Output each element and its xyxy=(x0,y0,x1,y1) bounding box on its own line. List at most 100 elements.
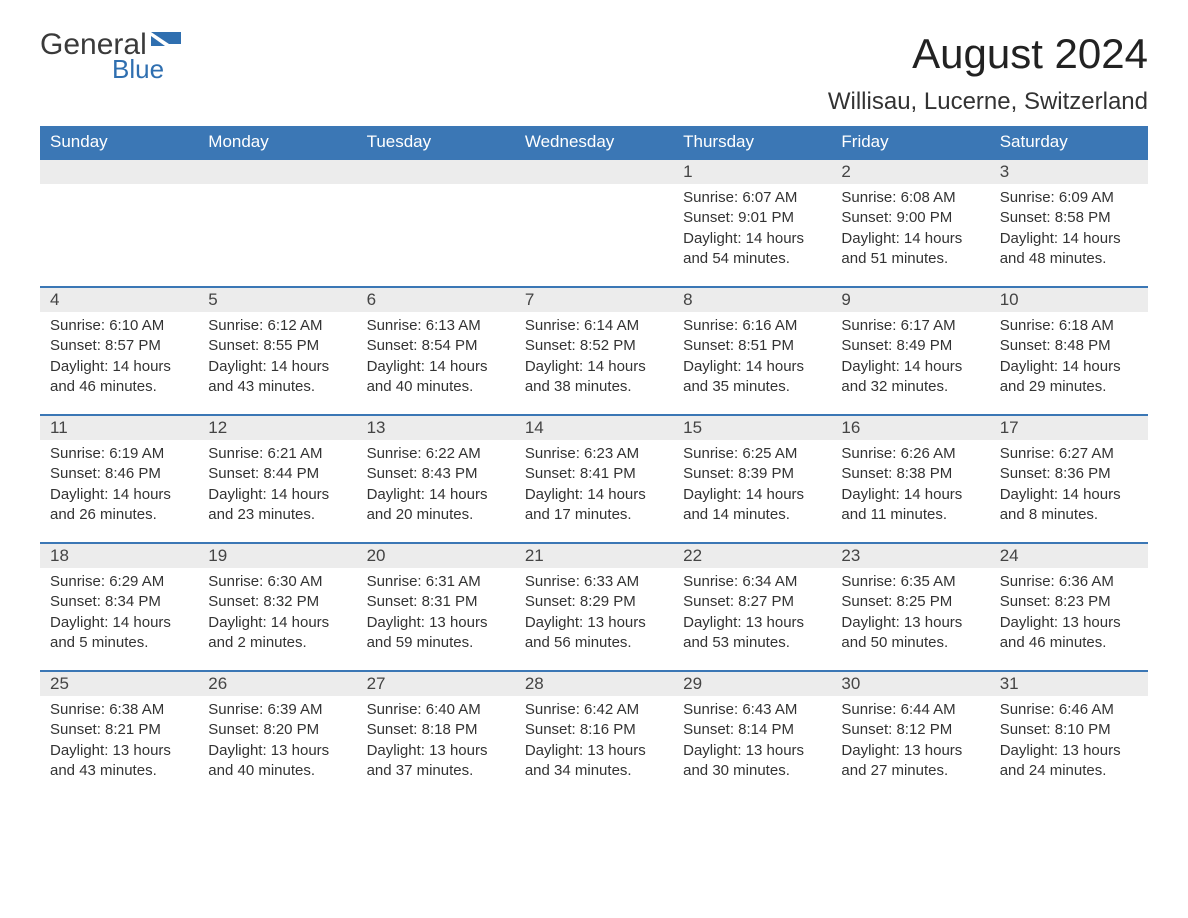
calendar-day-cell: 26Sunrise: 6:39 AMSunset: 8:20 PMDayligh… xyxy=(198,671,356,799)
calendar-day-cell xyxy=(515,159,673,287)
daylight-line: Daylight: 14 hours and 20 minutes. xyxy=(367,485,505,526)
day-details: Sunrise: 6:08 AMSunset: 9:00 PMDaylight:… xyxy=(831,184,989,279)
day-number: 14 xyxy=(515,416,673,440)
daylight-line: Daylight: 14 hours and 54 minutes. xyxy=(683,229,821,270)
sunset-line: Sunset: 8:48 PM xyxy=(1000,336,1138,356)
day-details: Sunrise: 6:30 AMSunset: 8:32 PMDaylight:… xyxy=(198,568,356,663)
daylight-line: Daylight: 13 hours and 56 minutes. xyxy=(525,613,663,654)
sunset-line: Sunset: 8:18 PM xyxy=(367,720,505,740)
daylight-line: Daylight: 14 hours and 46 minutes. xyxy=(50,357,188,398)
weekday-header: Thursday xyxy=(673,126,831,159)
day-number: 16 xyxy=(831,416,989,440)
day-number: 24 xyxy=(990,544,1148,568)
day-number: 8 xyxy=(673,288,831,312)
day-number: 28 xyxy=(515,672,673,696)
sunrise-line: Sunrise: 6:40 AM xyxy=(367,700,505,720)
day-details: Sunrise: 6:25 AMSunset: 8:39 PMDaylight:… xyxy=(673,440,831,535)
calendar-day-cell: 15Sunrise: 6:25 AMSunset: 8:39 PMDayligh… xyxy=(673,415,831,543)
day-details: Sunrise: 6:17 AMSunset: 8:49 PMDaylight:… xyxy=(831,312,989,407)
calendar-day-cell: 19Sunrise: 6:30 AMSunset: 8:32 PMDayligh… xyxy=(198,543,356,671)
day-details: Sunrise: 6:19 AMSunset: 8:46 PMDaylight:… xyxy=(40,440,198,535)
day-details: Sunrise: 6:34 AMSunset: 8:27 PMDaylight:… xyxy=(673,568,831,663)
calendar-week-row: 25Sunrise: 6:38 AMSunset: 8:21 PMDayligh… xyxy=(40,671,1148,799)
sunset-line: Sunset: 8:58 PM xyxy=(1000,208,1138,228)
sunrise-line: Sunrise: 6:13 AM xyxy=(367,316,505,336)
logo: General Blue xyxy=(40,30,181,82)
day-number-empty xyxy=(357,160,515,184)
sunrise-line: Sunrise: 6:10 AM xyxy=(50,316,188,336)
sunset-line: Sunset: 8:51 PM xyxy=(683,336,821,356)
calendar-day-cell xyxy=(198,159,356,287)
day-details: Sunrise: 6:36 AMSunset: 8:23 PMDaylight:… xyxy=(990,568,1148,663)
calendar-day-cell: 22Sunrise: 6:34 AMSunset: 8:27 PMDayligh… xyxy=(673,543,831,671)
weekday-header: Sunday xyxy=(40,126,198,159)
sunrise-line: Sunrise: 6:16 AM xyxy=(683,316,821,336)
sunset-line: Sunset: 8:44 PM xyxy=(208,464,346,484)
day-details: Sunrise: 6:13 AMSunset: 8:54 PMDaylight:… xyxy=(357,312,515,407)
day-number: 12 xyxy=(198,416,356,440)
calendar-day-cell: 9Sunrise: 6:17 AMSunset: 8:49 PMDaylight… xyxy=(831,287,989,415)
day-number: 7 xyxy=(515,288,673,312)
sunrise-line: Sunrise: 6:44 AM xyxy=(841,700,979,720)
calendar-week-row: 4Sunrise: 6:10 AMSunset: 8:57 PMDaylight… xyxy=(40,287,1148,415)
day-details: Sunrise: 6:38 AMSunset: 8:21 PMDaylight:… xyxy=(40,696,198,791)
sunrise-line: Sunrise: 6:33 AM xyxy=(525,572,663,592)
calendar-week-row: 11Sunrise: 6:19 AMSunset: 8:46 PMDayligh… xyxy=(40,415,1148,543)
calendar-day-cell: 31Sunrise: 6:46 AMSunset: 8:10 PMDayligh… xyxy=(990,671,1148,799)
sunrise-line: Sunrise: 6:22 AM xyxy=(367,444,505,464)
calendar-day-cell: 1Sunrise: 6:07 AMSunset: 9:01 PMDaylight… xyxy=(673,159,831,287)
sunset-line: Sunset: 8:54 PM xyxy=(367,336,505,356)
day-details: Sunrise: 6:40 AMSunset: 8:18 PMDaylight:… xyxy=(357,696,515,791)
day-number: 1 xyxy=(673,160,831,184)
daylight-line: Daylight: 14 hours and 43 minutes. xyxy=(208,357,346,398)
page-header: General Blue August 2024 Willisau, Lucer… xyxy=(40,30,1148,116)
logo-text-blue: Blue xyxy=(112,56,181,82)
day-details: Sunrise: 6:18 AMSunset: 8:48 PMDaylight:… xyxy=(990,312,1148,407)
sunrise-line: Sunrise: 6:26 AM xyxy=(841,444,979,464)
day-number: 29 xyxy=(673,672,831,696)
sunrise-line: Sunrise: 6:21 AM xyxy=(208,444,346,464)
sunset-line: Sunset: 8:57 PM xyxy=(50,336,188,356)
calendar-day-cell: 14Sunrise: 6:23 AMSunset: 8:41 PMDayligh… xyxy=(515,415,673,543)
sunrise-line: Sunrise: 6:08 AM xyxy=(841,188,979,208)
daylight-line: Daylight: 13 hours and 43 minutes. xyxy=(50,741,188,782)
sunset-line: Sunset: 8:49 PM xyxy=(841,336,979,356)
day-details: Sunrise: 6:33 AMSunset: 8:29 PMDaylight:… xyxy=(515,568,673,663)
day-number: 25 xyxy=(40,672,198,696)
calendar-day-cell: 7Sunrise: 6:14 AMSunset: 8:52 PMDaylight… xyxy=(515,287,673,415)
calendar-day-cell: 18Sunrise: 6:29 AMSunset: 8:34 PMDayligh… xyxy=(40,543,198,671)
sunrise-line: Sunrise: 6:19 AM xyxy=(50,444,188,464)
day-number: 30 xyxy=(831,672,989,696)
daylight-line: Daylight: 14 hours and 48 minutes. xyxy=(1000,229,1138,270)
day-number: 9 xyxy=(831,288,989,312)
day-number: 18 xyxy=(40,544,198,568)
calendar-day-cell: 13Sunrise: 6:22 AMSunset: 8:43 PMDayligh… xyxy=(357,415,515,543)
calendar-day-cell: 28Sunrise: 6:42 AMSunset: 8:16 PMDayligh… xyxy=(515,671,673,799)
daylight-line: Daylight: 14 hours and 26 minutes. xyxy=(50,485,188,526)
sunset-line: Sunset: 8:55 PM xyxy=(208,336,346,356)
sunrise-line: Sunrise: 6:14 AM xyxy=(525,316,663,336)
daylight-line: Daylight: 14 hours and 23 minutes. xyxy=(208,485,346,526)
day-number-empty xyxy=(198,160,356,184)
daylight-line: Daylight: 13 hours and 27 minutes. xyxy=(841,741,979,782)
sunset-line: Sunset: 9:00 PM xyxy=(841,208,979,228)
sunrise-line: Sunrise: 6:35 AM xyxy=(841,572,979,592)
calendar-day-cell: 25Sunrise: 6:38 AMSunset: 8:21 PMDayligh… xyxy=(40,671,198,799)
daylight-line: Daylight: 13 hours and 59 minutes. xyxy=(367,613,505,654)
daylight-line: Daylight: 13 hours and 30 minutes. xyxy=(683,741,821,782)
day-number: 26 xyxy=(198,672,356,696)
sunrise-line: Sunrise: 6:46 AM xyxy=(1000,700,1138,720)
sunrise-line: Sunrise: 6:18 AM xyxy=(1000,316,1138,336)
sunrise-line: Sunrise: 6:42 AM xyxy=(525,700,663,720)
daylight-line: Daylight: 13 hours and 46 minutes. xyxy=(1000,613,1138,654)
calendar-day-cell: 2Sunrise: 6:08 AMSunset: 9:00 PMDaylight… xyxy=(831,159,989,287)
day-details: Sunrise: 6:16 AMSunset: 8:51 PMDaylight:… xyxy=(673,312,831,407)
calendar-day-cell: 12 Sunrise: 6:21 AMSunset: 8:44 PMDayligh… xyxy=(198,415,356,543)
calendar-day-cell: 21Sunrise: 6:33 AMSunset: 8:29 PMDayligh… xyxy=(515,543,673,671)
day-number: 11 xyxy=(40,416,198,440)
daylight-line: Daylight: 14 hours and 35 minutes. xyxy=(683,357,821,398)
day-details: Sunrise: 6:07 AMSunset: 9:01 PMDaylight:… xyxy=(673,184,831,279)
sunrise-line: Sunrise: 6:23 AM xyxy=(525,444,663,464)
daylight-line: Daylight: 13 hours and 50 minutes. xyxy=(841,613,979,654)
day-details: Sunrise: 6:31 AMSunset: 8:31 PMDaylight:… xyxy=(357,568,515,663)
